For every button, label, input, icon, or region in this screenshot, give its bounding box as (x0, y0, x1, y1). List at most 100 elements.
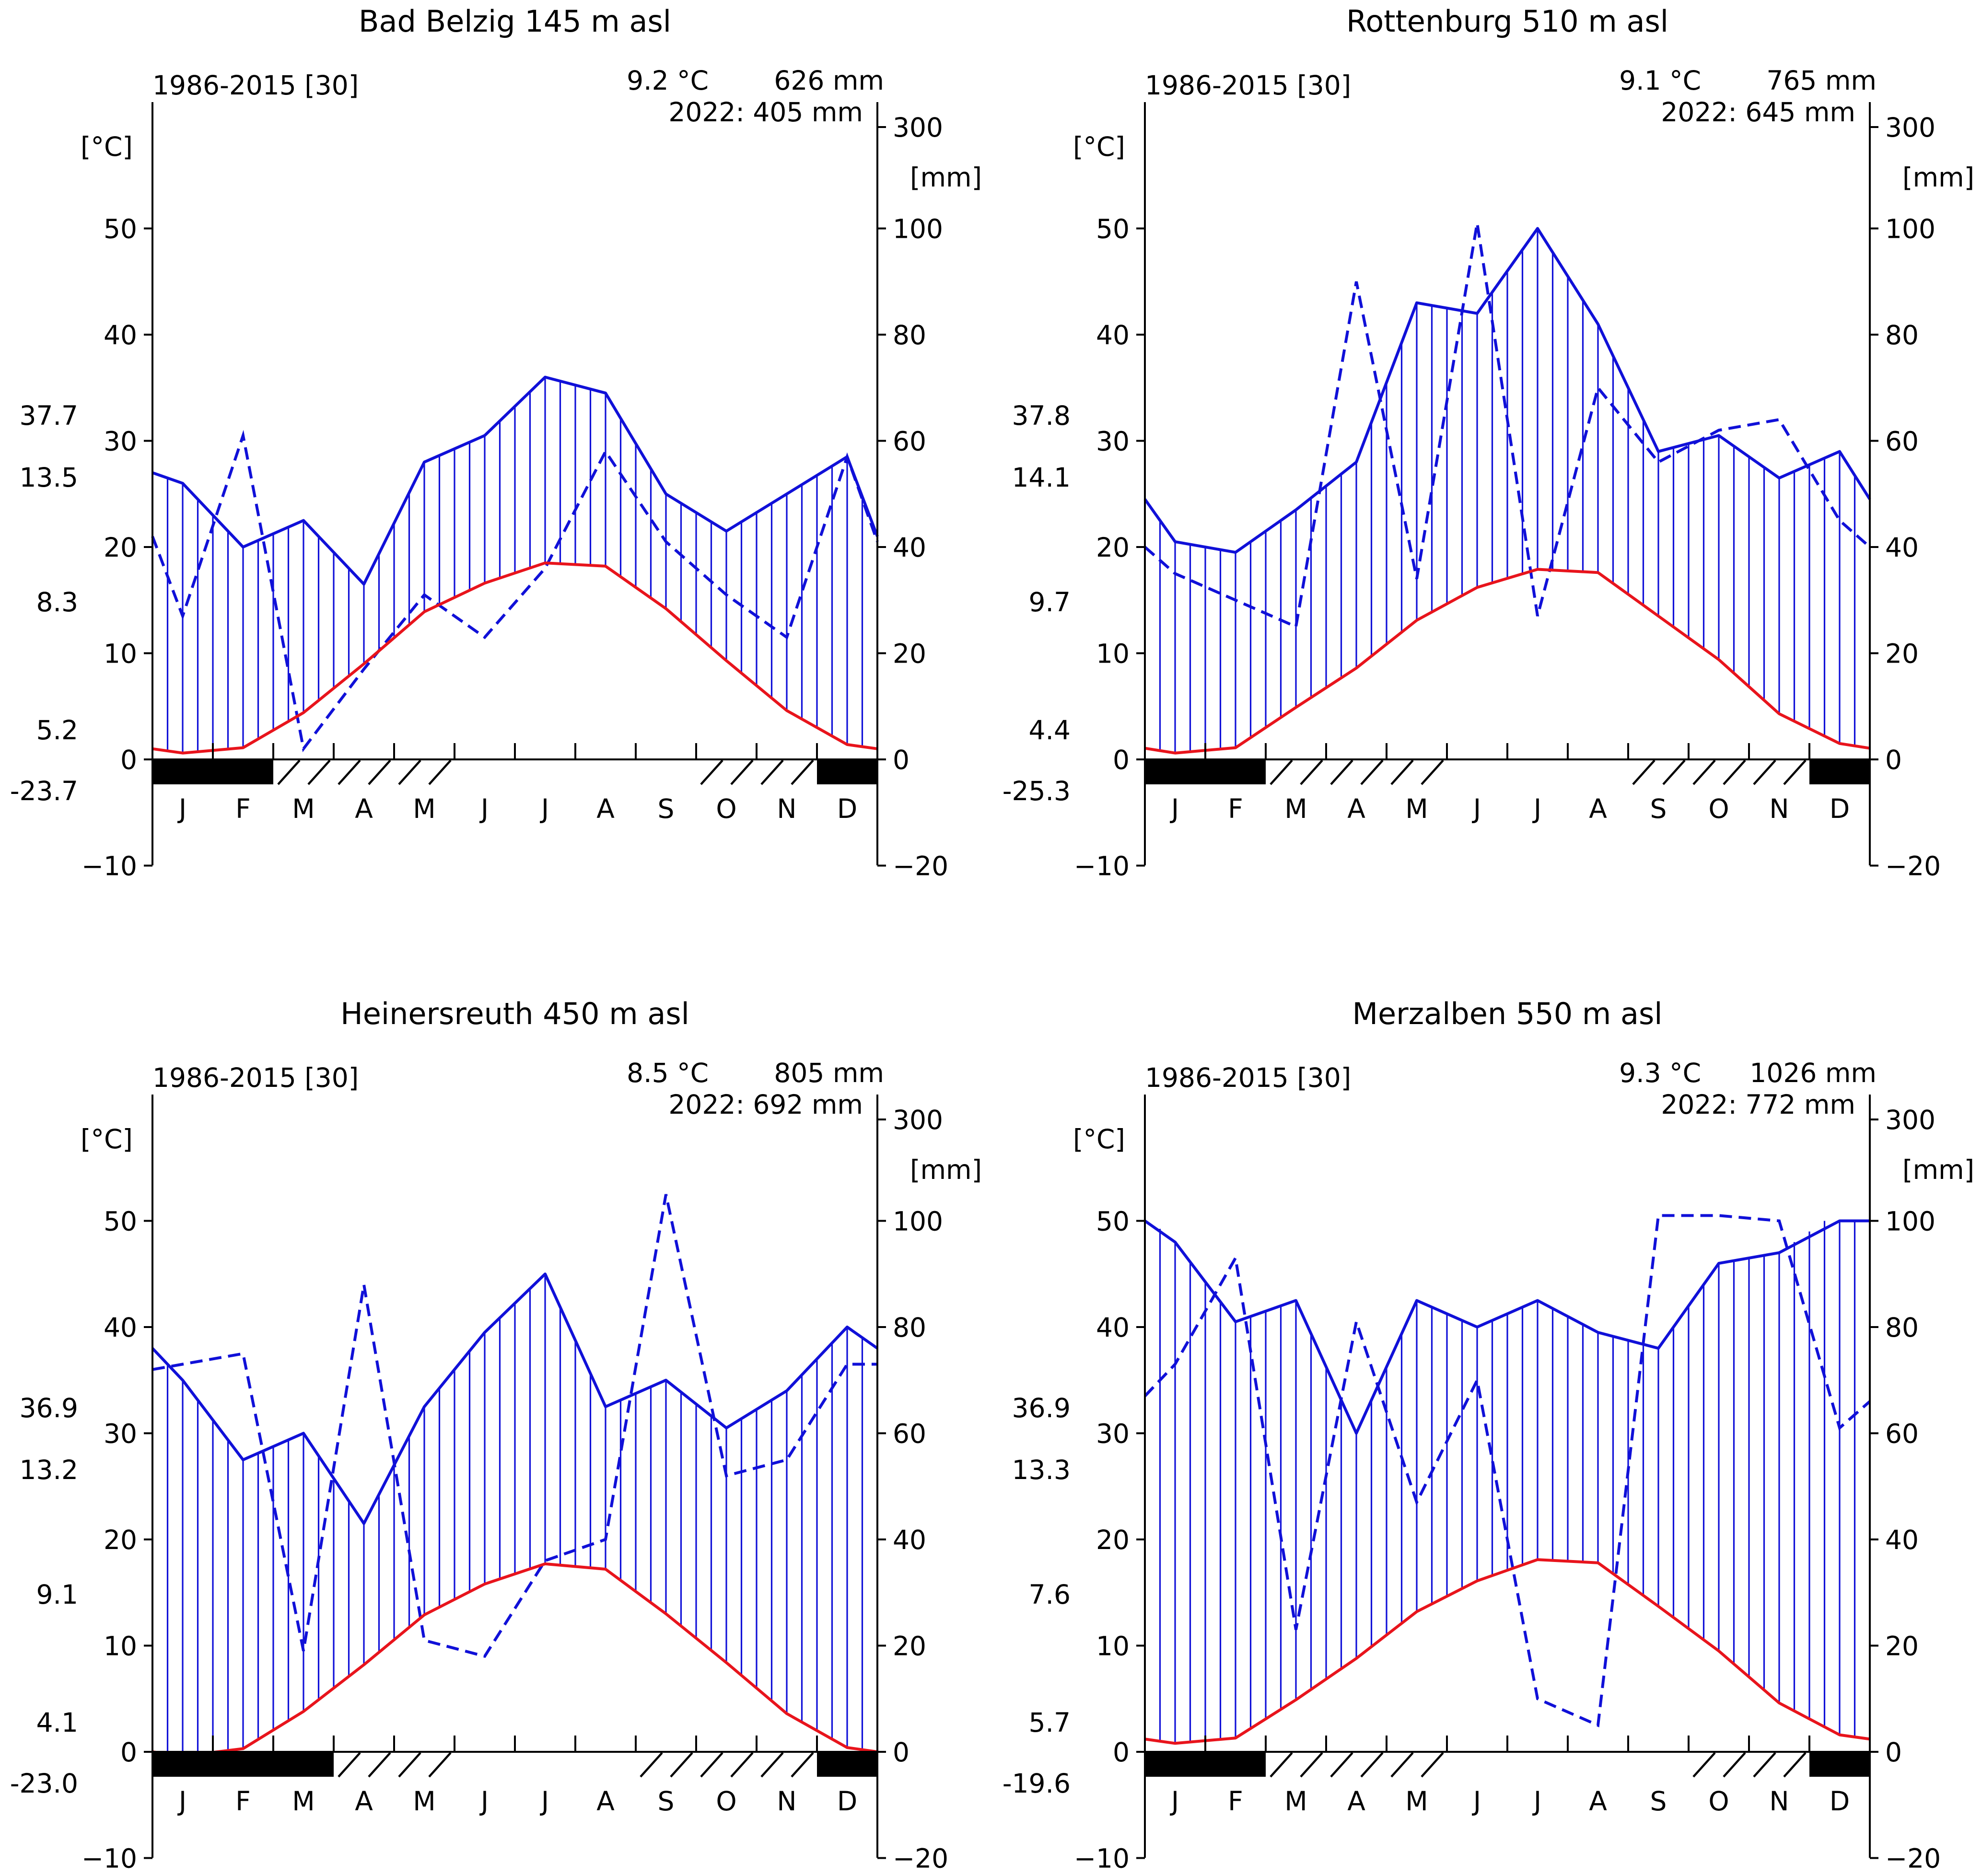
temp-tick-label: 30 (1096, 426, 1130, 457)
frost-possible-bar (700, 759, 814, 785)
month-label: J (479, 1786, 489, 1817)
month-label: D (837, 793, 857, 824)
precip-tick-label: 80 (893, 1312, 926, 1343)
precip-tick-label: 0 (893, 1737, 909, 1768)
precip-tick-label: −20 (1885, 851, 1941, 882)
precip-unit-label: [mm] (910, 1154, 982, 1185)
temp-tick-label: 40 (1096, 1312, 1130, 1343)
temp-tick-label: 50 (104, 1206, 137, 1237)
month-label: O (1708, 1786, 1729, 1817)
temp-unit-label: [°C] (1073, 131, 1125, 162)
side-value: -19.6 (1003, 1768, 1071, 1799)
frost-certain-bar (817, 760, 877, 784)
side-value: 5.7 (1029, 1707, 1071, 1738)
month-label: F (1228, 1786, 1243, 1817)
frost-hatch-line (640, 1752, 663, 1778)
frost-hatch-line (428, 1752, 452, 1778)
side-value: 5.2 (36, 715, 78, 746)
frost-certain-bar (817, 1753, 877, 1777)
frost-possible-bar (1632, 759, 1807, 785)
mean-temperature: 9.3 °C (1619, 1058, 1701, 1088)
frost-hatch-line (398, 759, 421, 785)
month-label: F (235, 1786, 251, 1817)
precip-tick-label: 40 (1885, 532, 1919, 563)
precip-tick-label: 300 (893, 112, 943, 143)
frost-hatch-line (1270, 759, 1293, 785)
frost-hatch-line (307, 759, 331, 785)
month-label: S (1650, 793, 1667, 824)
frost-hatch-line (730, 1752, 754, 1778)
precip-unit-label: [mm] (1902, 1154, 1974, 1185)
temperature-line (152, 561, 878, 755)
frost-hatch-line (1783, 759, 1807, 785)
climate-panel: Rottenburg 510 m asl 1986-2015 [30] 9.1 °C… (1003, 4, 1974, 882)
temp-tick-label: 10 (104, 1631, 137, 1662)
month-label: A (1347, 793, 1365, 824)
frost-certain-bar (1145, 760, 1266, 784)
side-value: 8.3 (36, 587, 78, 618)
month-label: J (1472, 1786, 1481, 1817)
year-precipitation: 2022: 692 mm (668, 1089, 863, 1120)
frost-certain-bar (152, 760, 273, 784)
side-value: 9.1 (36, 1579, 78, 1610)
precip-tick-label: 100 (893, 214, 943, 245)
frost-hatch-line (1300, 1752, 1323, 1778)
temp-tick-label: 30 (104, 1419, 137, 1449)
frost-hatch-line (1300, 759, 1323, 785)
month-label: M (413, 793, 435, 824)
side-value: 13.2 (20, 1455, 78, 1485)
temp-tick-label: 20 (104, 532, 137, 563)
temperature-line (1144, 1558, 1870, 1745)
month-label: A (1589, 1786, 1607, 1817)
period-label: 1986-2015 [30] (1145, 70, 1351, 101)
temp-tick-label: 40 (1096, 320, 1130, 350)
temp-tick-label: 20 (104, 1525, 137, 1555)
frost-certain-bar (152, 1753, 334, 1777)
frost-hatch-line (1421, 759, 1444, 785)
temp-tick-label: 40 (104, 1312, 137, 1343)
month-label: J (177, 793, 187, 824)
month-label: A (355, 1786, 373, 1817)
precip-tick-label: 40 (893, 532, 926, 563)
month-label: F (1228, 793, 1243, 824)
side-value: 36.9 (1012, 1393, 1071, 1423)
temp-tick-label: 10 (1096, 639, 1130, 669)
month-label: J (540, 1786, 549, 1817)
frost-hatch-line (338, 1752, 361, 1778)
precip-tick-label: 80 (1885, 1312, 1919, 1343)
temp-tick-label: 50 (1096, 1206, 1130, 1237)
annual-precipitation: 805 mm (774, 1058, 884, 1088)
month-label: J (1532, 1786, 1541, 1817)
humid-hatching (152, 377, 878, 753)
temp-tick-label: −10 (82, 851, 137, 882)
precip-tick-label: 100 (1885, 214, 1935, 245)
precip-tick-label: 100 (893, 1206, 943, 1237)
frost-hatch-line (760, 1752, 784, 1778)
frost-hatch-line (368, 759, 391, 785)
chart-title: Bad Belzig 145 m asl (359, 4, 671, 39)
side-value: 9.7 (1029, 587, 1071, 618)
frost-hatch-line (1330, 1752, 1353, 1778)
temp-tick-label: −10 (1074, 851, 1130, 882)
humid-hatching (1144, 1221, 1871, 1744)
temp-tick-label: 30 (1096, 1419, 1130, 1449)
frost-hatch-line (1421, 1752, 1444, 1778)
precip-tick-label: 60 (893, 426, 926, 457)
side-value: 7.6 (1029, 1579, 1071, 1610)
side-value: -23.0 (10, 1768, 78, 1799)
month-label: M (292, 1786, 315, 1817)
precip-tick-label: 20 (1885, 1631, 1919, 1662)
month-label: A (1589, 793, 1607, 824)
precip-unit-label: [mm] (910, 162, 982, 193)
chart-title: Merzalben 550 m asl (1352, 996, 1662, 1031)
temp-tick-label: −10 (82, 1843, 137, 1874)
annual-precipitation: 626 mm (774, 65, 884, 96)
frost-hatch-line (700, 759, 723, 785)
frost-hatch-line (1783, 1752, 1807, 1778)
frost-certain-bar (1145, 1753, 1266, 1777)
humid-hatching (1144, 228, 1871, 753)
precipitation-year-line (152, 1194, 877, 1658)
annual-precipitation: 765 mm (1766, 65, 1877, 96)
